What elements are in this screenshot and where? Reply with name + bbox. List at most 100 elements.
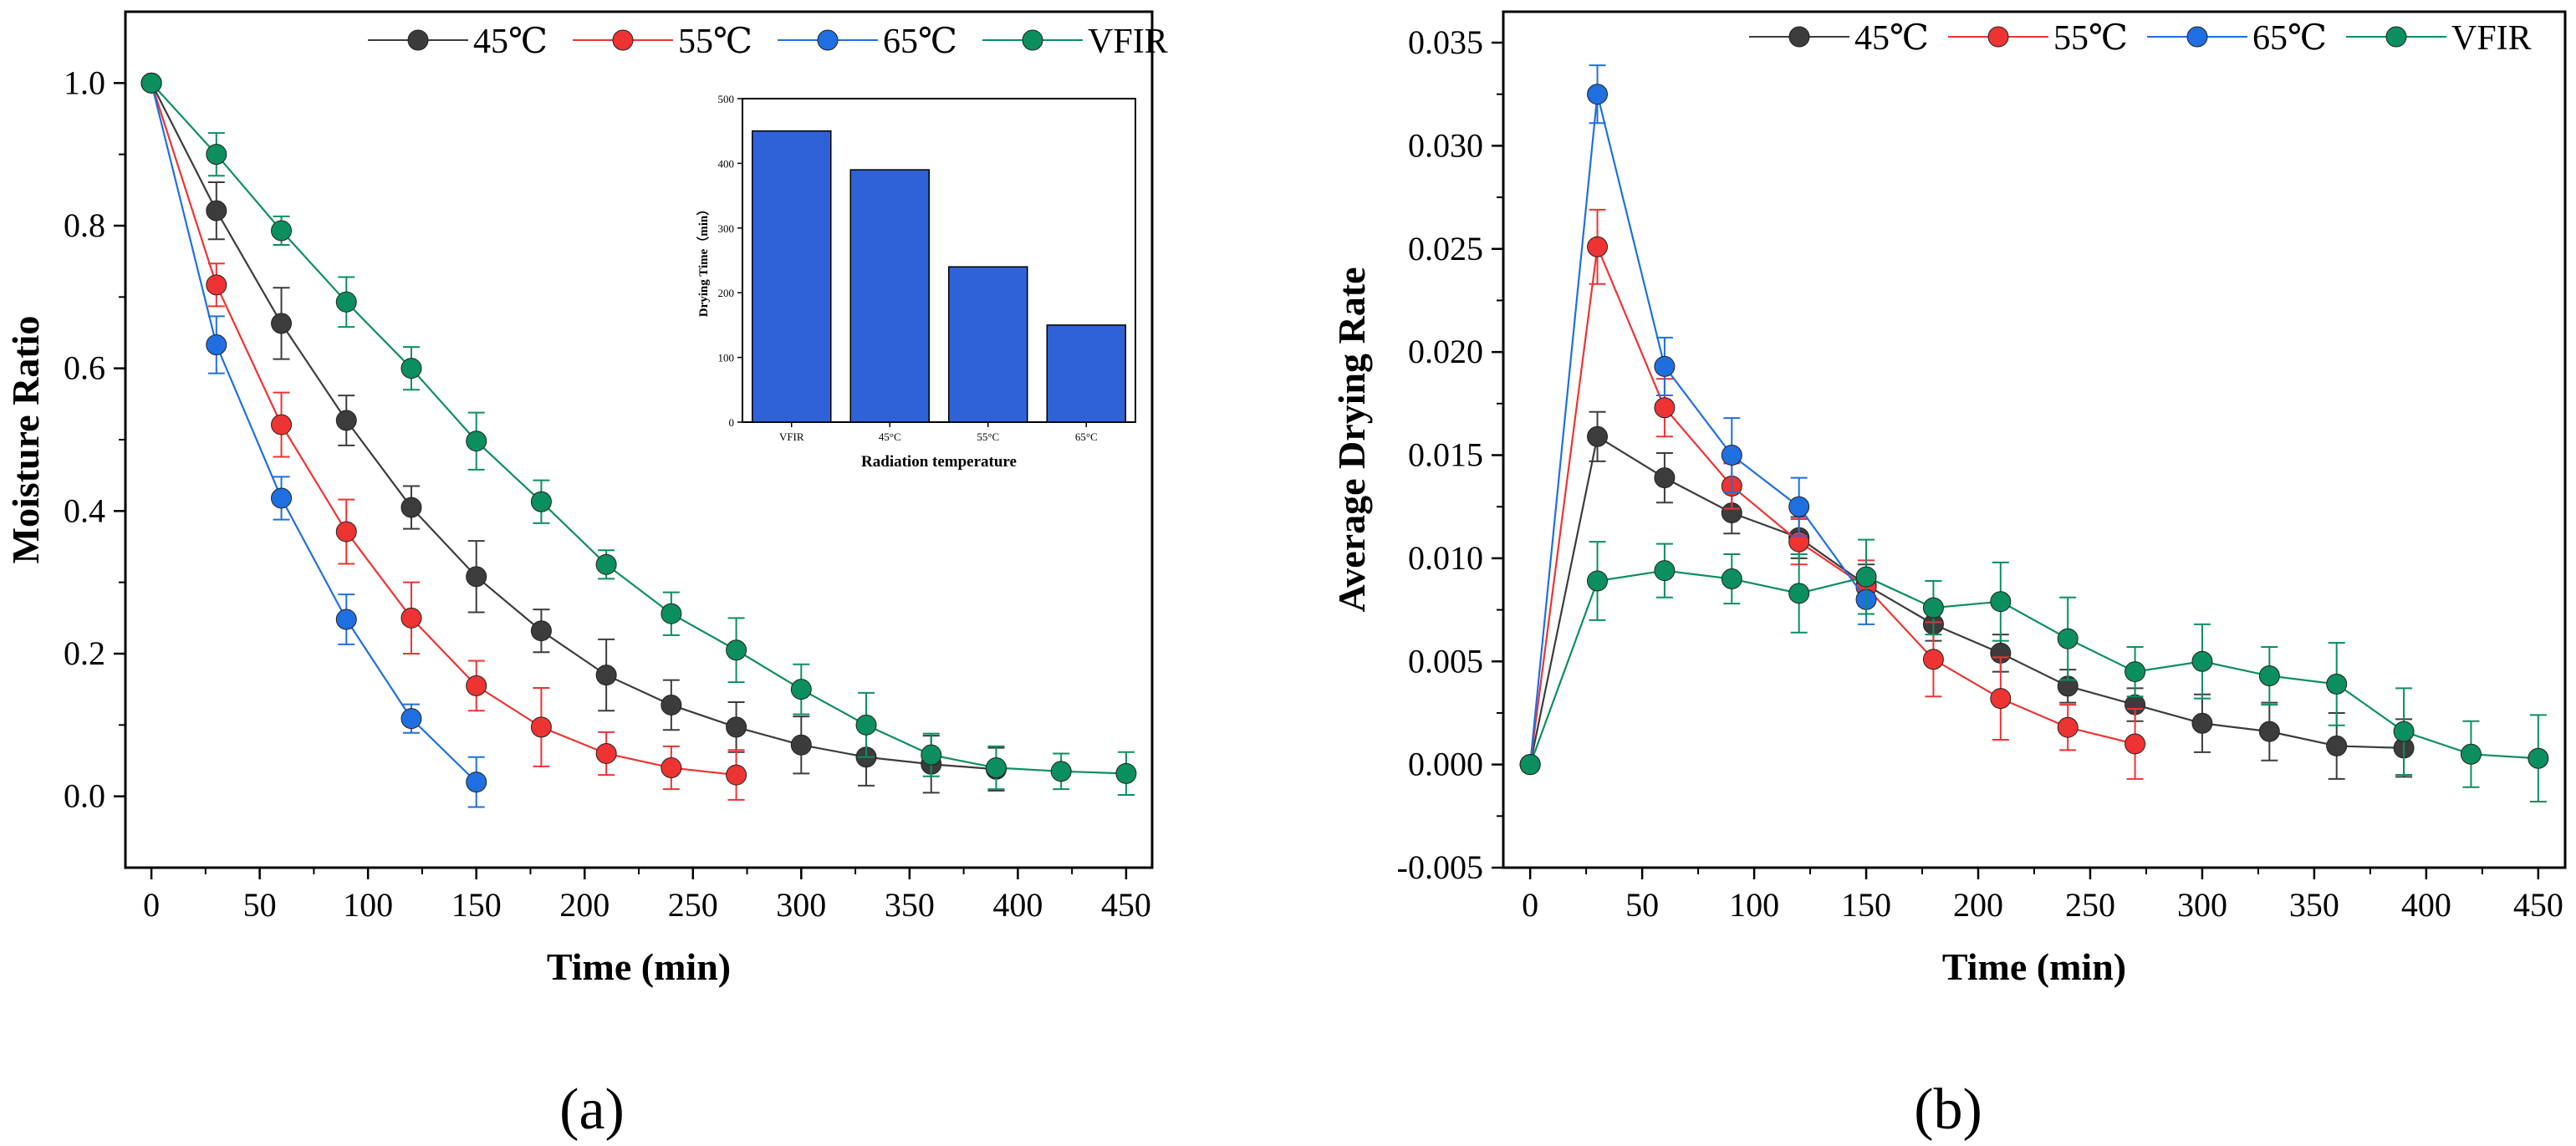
data-point — [335, 521, 357, 542]
data-point — [595, 665, 617, 686]
series-line-55 — [150, 82, 737, 777]
panel-b: 0 50 100 150 200 250 300 350 400 450 -0.005 0.000 0.… — [1330, 10, 2567, 1142]
panel-a-y-axis-label: Moisture Ratio — [4, 316, 47, 564]
inset-plot-frame — [742, 98, 1136, 423]
data-point — [466, 675, 487, 696]
legend-label-45c: 45℃ — [473, 23, 548, 61]
inset-x-axis-label: Radiation temperature — [861, 453, 1017, 471]
data-point — [855, 714, 877, 736]
inset-bar-65-c — [1046, 324, 1126, 423]
data-point — [271, 220, 293, 242]
legend-marker-45c — [1788, 26, 1810, 48]
data-point — [140, 72, 162, 94]
series-65 — [140, 72, 487, 808]
series-line-55 — [1529, 243, 2135, 765]
panel-a: 0 50 100 150 200 250 300 350 400 450 0.0 0.2 0.4 0.6 0… — [4, 10, 1168, 1142]
data-point — [1587, 84, 1609, 105]
inset-bar-vfir — [752, 130, 832, 423]
panel-a-series — [140, 72, 1137, 808]
data-point — [1922, 649, 1944, 670]
legend-marker-45c — [407, 29, 429, 51]
legend-marker-65c — [2186, 26, 2208, 48]
data-point — [2460, 743, 2482, 765]
y-tick-label: 1.0 — [64, 64, 105, 101]
y-tick-label: -0.005 — [1397, 848, 1483, 886]
data-point — [726, 639, 747, 661]
data-point — [1990, 591, 2012, 613]
panel-a-label: (a) — [559, 1077, 625, 1142]
data-point — [726, 764, 747, 786]
panel-b-legend: 45℃ 55℃ 65℃ VFIR — [1749, 19, 2532, 58]
x-tick-label: 0 — [1522, 886, 1538, 924]
data-point — [271, 313, 293, 334]
x-tick-label: 150 — [451, 886, 502, 924]
inset-y-tick-label: 100 — [718, 352, 735, 364]
y-tick-label: 0.005 — [1408, 642, 1483, 680]
data-point — [400, 607, 422, 629]
data-point — [1654, 355, 1676, 377]
x-tick-label: 450 — [1101, 886, 1151, 924]
x-tick-label: 250 — [2065, 886, 2115, 924]
data-point — [466, 566, 487, 588]
data-point — [1721, 568, 1742, 590]
inset-bar-45-c — [849, 169, 930, 423]
data-point — [921, 744, 942, 766]
data-point — [1721, 445, 1742, 466]
data-point — [400, 358, 422, 379]
inset-y-tick-label: 400 — [718, 157, 735, 170]
data-point — [1519, 754, 1541, 776]
series-65 — [1519, 64, 1877, 776]
x-tick-label: 300 — [2177, 886, 2227, 924]
inset-y-tick-label: 300 — [718, 222, 735, 235]
data-point — [400, 708, 422, 730]
legend-label-vfir: VFIR — [1088, 23, 1168, 61]
data-point — [206, 144, 227, 166]
data-point — [2528, 747, 2549, 769]
x-tick-label: 50 — [243, 886, 277, 924]
panel-a-legend: 45℃ 55℃ 65℃ VFIR — [368, 23, 1168, 61]
y-tick-label: 0.020 — [1408, 333, 1483, 370]
x-tick-label: 50 — [1625, 886, 1659, 924]
data-point — [335, 609, 357, 630]
inset-bar-55-c — [948, 266, 1028, 423]
legend-item-vfir: VFIR — [982, 23, 1168, 61]
data-point — [661, 603, 682, 624]
series-line-vfir — [1529, 569, 2538, 766]
legend-label-65c: 65℃ — [883, 23, 957, 61]
y-tick-label: 0.025 — [1408, 230, 1483, 267]
data-point — [530, 620, 552, 642]
data-point — [1050, 761, 1072, 782]
data-point — [985, 757, 1007, 779]
data-point — [335, 291, 357, 313]
legend-item-65c: 65℃ — [778, 23, 957, 61]
series-line-45 — [150, 82, 997, 771]
y-tick-label: 0.010 — [1408, 539, 1483, 577]
y-tick-label: 0.030 — [1408, 126, 1483, 164]
data-point — [1115, 762, 1137, 784]
inset-bars: VFIR 45°C 55°C 65°C 0 100 200 300 400 500 — [718, 93, 1126, 443]
inset-y-tick-label: 200 — [718, 287, 735, 299]
series-line-65 — [1529, 94, 1867, 765]
legend-label-65c: 65℃ — [2252, 19, 2327, 58]
data-point — [2191, 712, 2213, 734]
data-point — [1788, 496, 1810, 517]
legend-marker-65c — [817, 29, 839, 51]
data-point — [530, 491, 552, 512]
data-point — [2258, 721, 2280, 742]
legend-item-45c: 45℃ — [368, 23, 548, 61]
legend-label-45c: 45℃ — [1854, 19, 1929, 58]
inset-y-axis-label: Drying Time（min） — [696, 203, 711, 318]
series-vfir — [140, 72, 1137, 796]
legend-item-65c: 65℃ — [2147, 19, 2327, 58]
data-point — [2258, 665, 2280, 687]
x-tick-label: 300 — [776, 886, 826, 924]
x-tick-label: 400 — [992, 886, 1043, 924]
data-point — [2191, 650, 2213, 672]
data-point — [1587, 425, 1609, 447]
legend-label-vfir: VFIR — [2451, 19, 2532, 58]
legend-item-vfir: VFIR — [2346, 19, 2532, 58]
y-tick-label: 0.035 — [1408, 23, 1483, 61]
data-point — [2326, 735, 2348, 756]
data-point — [466, 430, 487, 452]
panel-b-x-axis-label: Time (min) — [1942, 945, 2126, 988]
